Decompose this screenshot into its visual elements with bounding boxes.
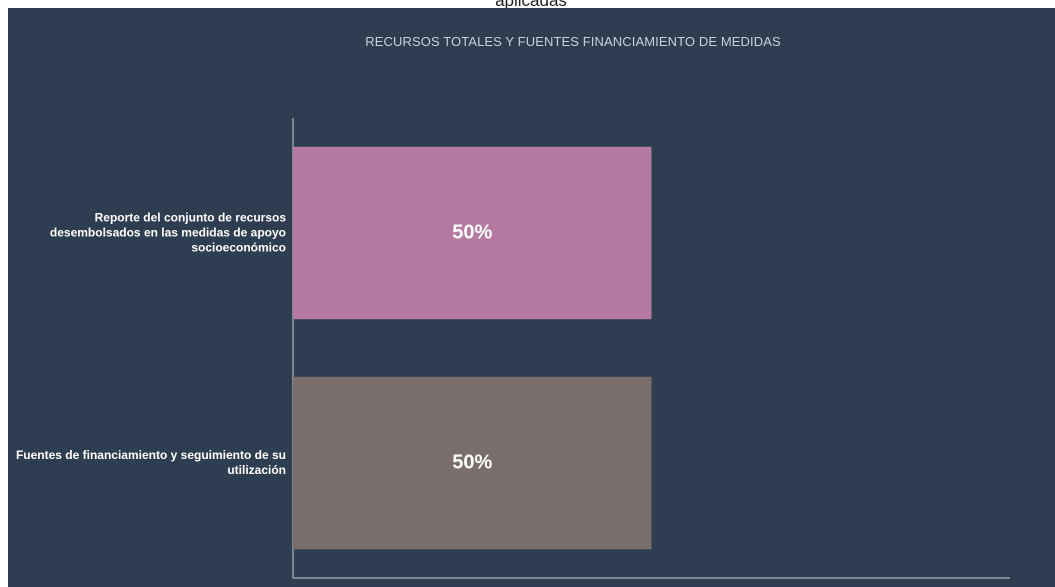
category-label: Reporte del conjunto de recursos desembo… bbox=[49, 210, 286, 255]
bar bbox=[293, 146, 652, 320]
value-label: 50% bbox=[452, 221, 492, 243]
value-label: 50% bbox=[452, 451, 492, 473]
chart-title: RECURSOS TOTALES Y FUENTES FINANCIAMIENT… bbox=[365, 34, 781, 49]
category-label: Fuentes de financiamiento y seguimiento … bbox=[15, 448, 286, 477]
chart: 50% 50% bbox=[292, 118, 1010, 579]
caption: aplicadas bbox=[495, 0, 567, 10]
bar bbox=[293, 376, 652, 550]
chart-panel: RECURSOS TOTALES Y FUENTES FINANCIAMIENT… bbox=[8, 8, 1055, 587]
